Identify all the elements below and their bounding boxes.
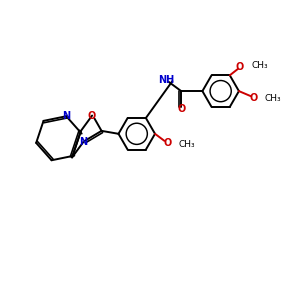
Text: CH₃: CH₃ [178,140,195,149]
Text: O: O [177,104,185,114]
Text: CH₃: CH₃ [265,94,281,103]
Text: CH₃: CH₃ [251,61,268,70]
Text: O: O [163,138,172,148]
Text: O: O [88,110,96,121]
Text: N: N [62,111,70,121]
Text: O: O [250,93,258,103]
Text: O: O [236,62,244,72]
Text: NH: NH [158,75,174,85]
Text: N: N [79,137,87,147]
